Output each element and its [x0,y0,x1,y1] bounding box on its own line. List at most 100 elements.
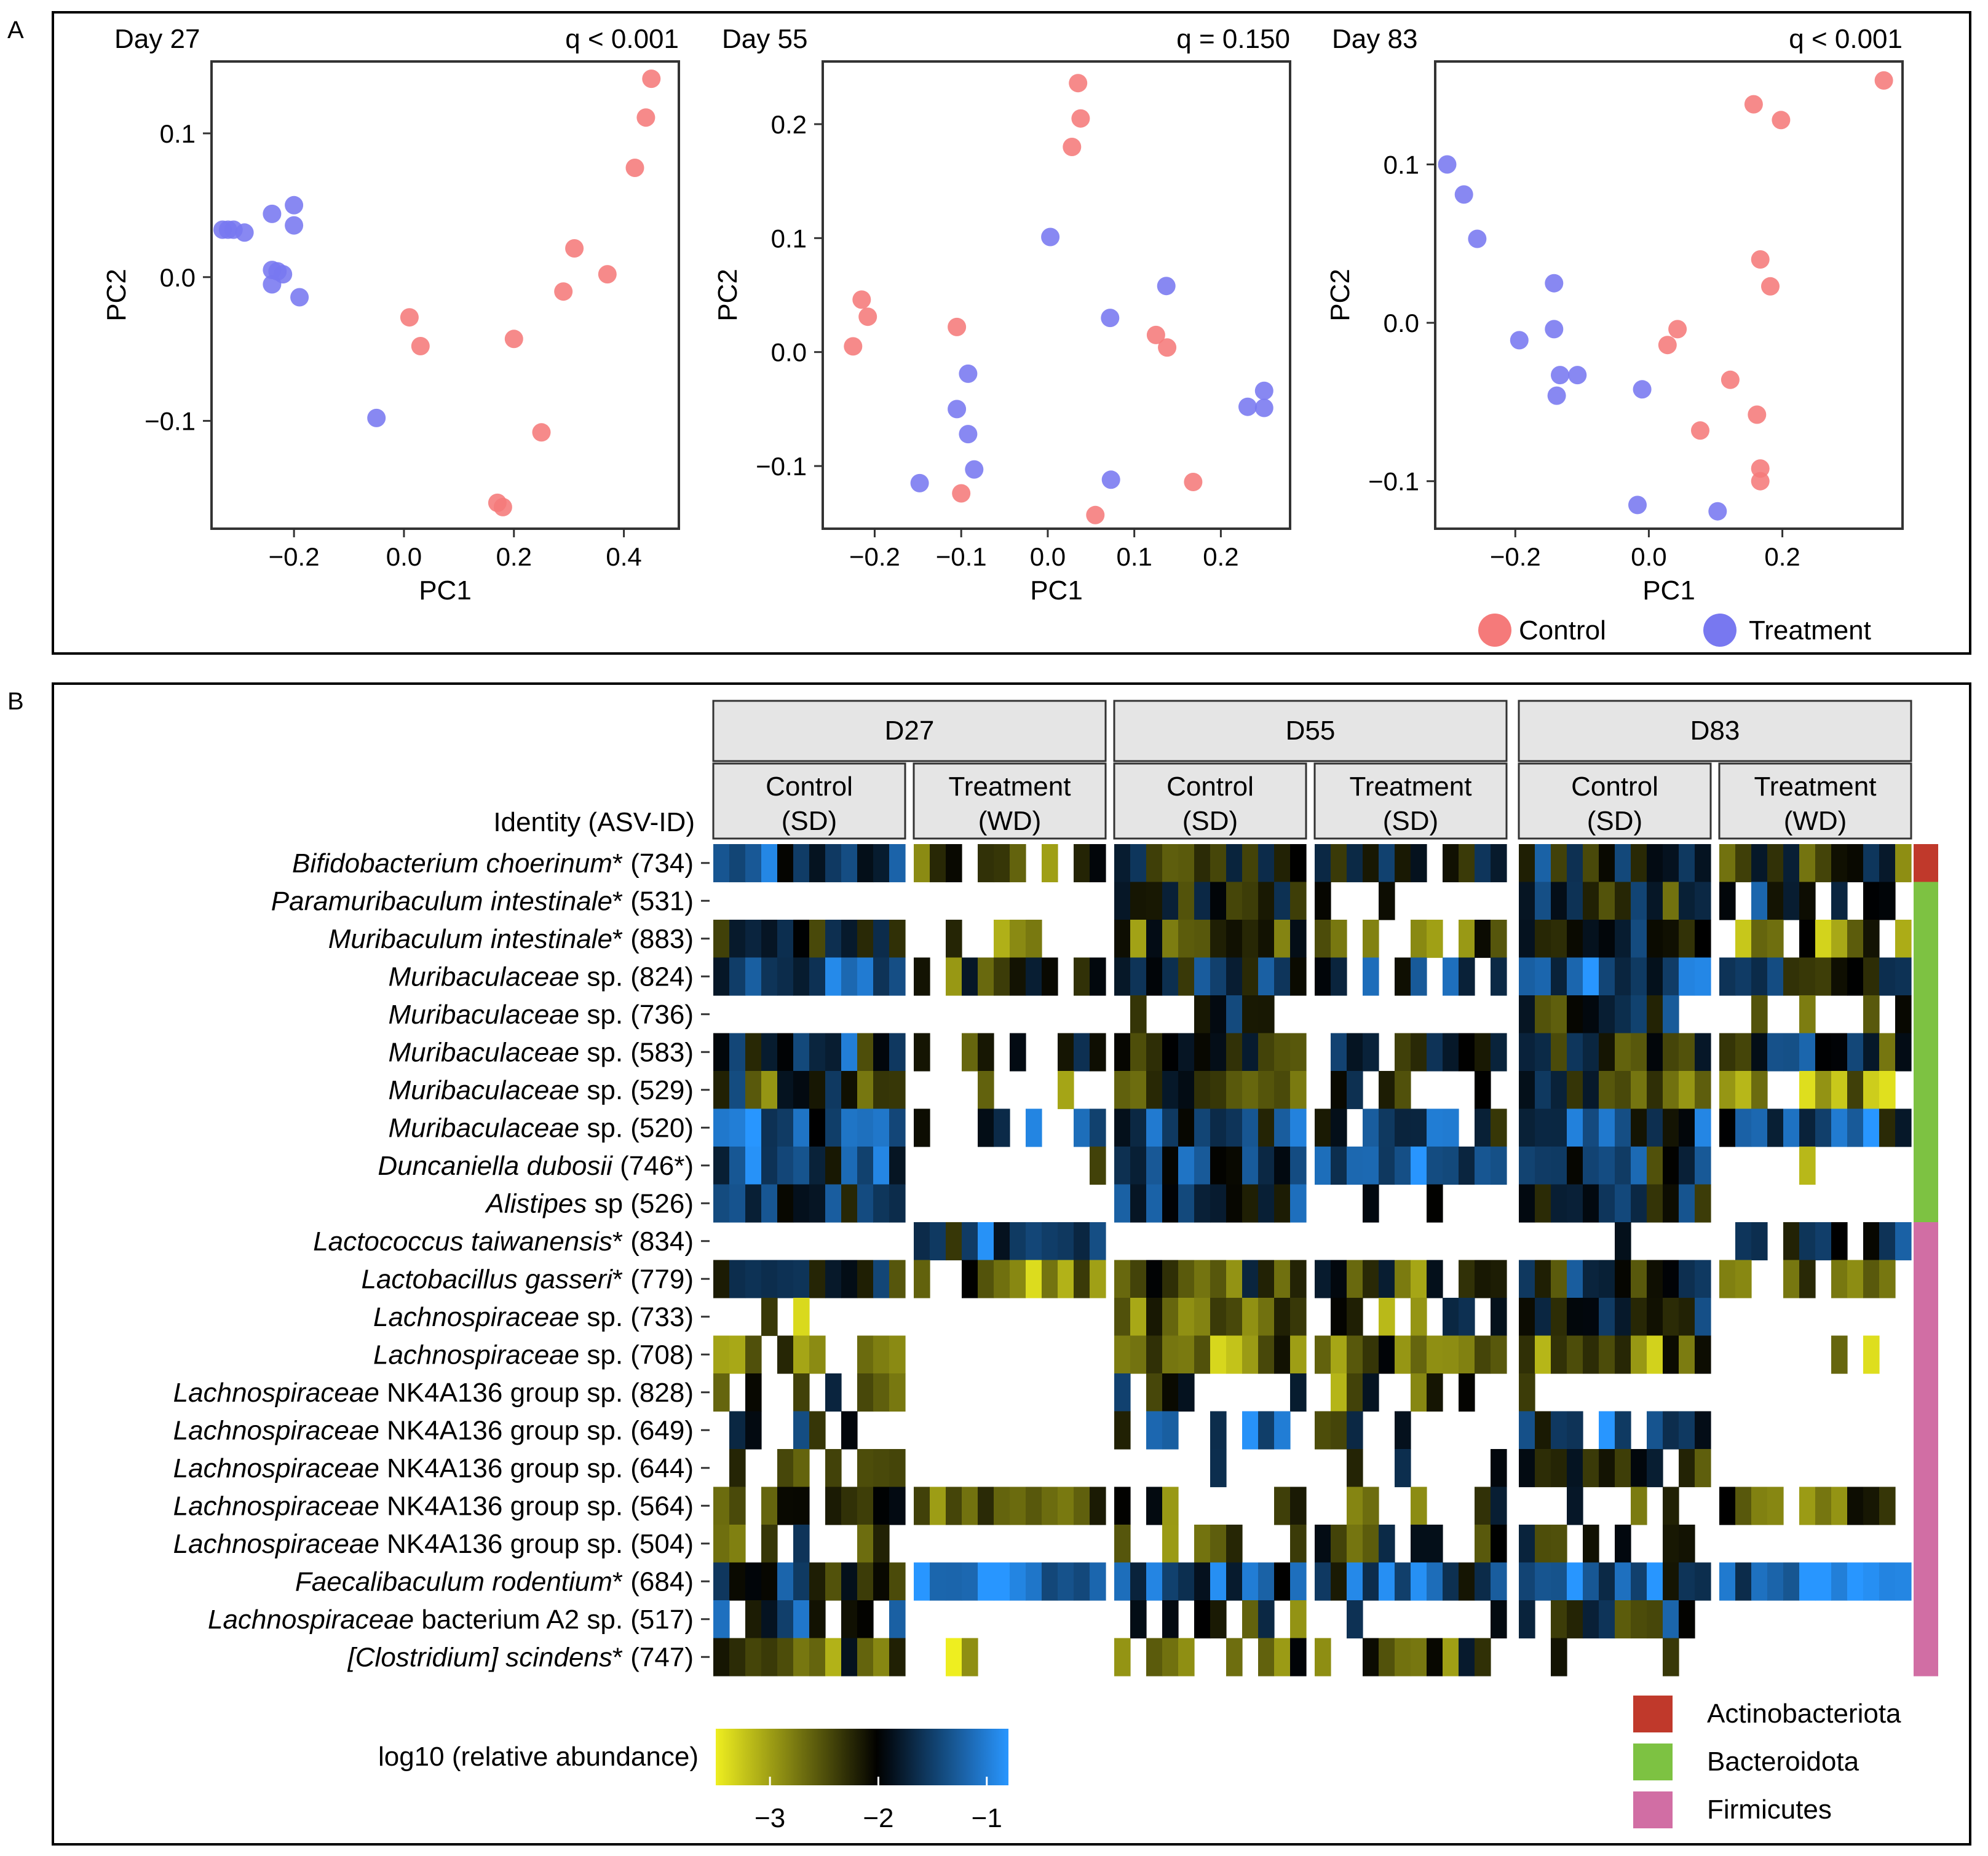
heatmap-cell [825,1033,842,1072]
heatmap-cell [1583,920,1599,958]
heatmap-cell [1226,1335,1243,1374]
point-control [1751,472,1770,491]
heatmap-cell [1162,1411,1179,1450]
heatmap-cell [713,1260,730,1298]
heatmap-cell [1847,957,1864,996]
point-control [1761,277,1780,296]
heatmap-cell [1162,1033,1179,1072]
phylum-bar-Bacteroidota [1914,1184,1938,1223]
heatmap-cell [1815,1033,1832,1072]
heatmap-cell [841,1108,858,1147]
heatmap-cell [761,1260,778,1298]
phylum-bar-Bacteroidota [1914,1147,1938,1185]
heatmap-cell [809,1260,826,1298]
phylum-legend-swatch [1633,1791,1673,1828]
heatmap-cell [1863,995,1880,1034]
heatmap-cell [1347,1525,1363,1563]
heatmap-cell [1210,1411,1227,1450]
colorbar-tick-label: −2 [863,1803,893,1833]
y-tick-label: 0.2 [771,110,807,139]
heatmap-cell [857,1525,874,1563]
heatmap-cell [1751,844,1768,883]
heatmap-cell [1026,920,1042,958]
heatmap-cell [1178,1033,1195,1072]
heatmap-cell [1475,1147,1491,1185]
heatmap-cell [1210,1071,1227,1110]
row-label: Lachnospiraceae NK4A136 group sp. (564) [173,1491,694,1521]
heatmap-cell [1258,844,1275,883]
heatmap-cell [1847,1260,1864,1298]
heatmap-cell [729,1260,746,1298]
heatmap-cell [745,844,762,883]
point-control [1668,320,1687,339]
point-treatment [1551,366,1569,385]
heatmap-cell [1663,882,1679,920]
heatmap-cell [713,1033,730,1072]
heatmap-cell [825,1108,842,1147]
heatmap-cell [1379,1071,1395,1110]
heatmap-cell [1783,1033,1800,1072]
heatmap-cell [1647,957,1663,996]
heatmap-cell [1074,1487,1090,1525]
heatmap-cell [1847,920,1864,958]
heatmap-cell [1331,1562,1347,1601]
heatmap-cell [1274,1033,1291,1072]
heatmap-cell [1274,1638,1291,1676]
heatmap-cell [962,1487,978,1525]
point-control [565,239,584,258]
heatmap-cell [1679,844,1695,883]
point-treatment [1254,381,1273,400]
y-axis-label: PC2 [1325,269,1355,322]
heatmap-cell [1210,957,1227,996]
heatmap-cell [809,1562,826,1601]
heatmap-cell [1831,1260,1848,1298]
heatmap-cell [1042,1487,1058,1525]
heatmap-cell [962,957,978,996]
heatmap-cell [889,1335,906,1374]
heatmap-cell [1491,1600,1507,1639]
heatmap-cell [914,1487,930,1525]
heatmap-cell [825,1147,842,1185]
heatmap-cell [761,844,778,883]
heatmap-cell [1491,1335,1507,1374]
heatmap-cell [1551,1525,1567,1563]
heatmap-cell [1058,1487,1074,1525]
point-control [1071,109,1090,128]
heatmap-cell [1567,1335,1583,1374]
heatmap-cell [793,1562,810,1601]
heatmap-cell [1331,1071,1347,1110]
heatmap-cell [857,1600,874,1639]
heatmap-cell [1863,1222,1880,1261]
heatmap-cell [1162,920,1179,958]
x-tick-label: −0.1 [936,542,987,571]
heatmap-cell [1767,1108,1784,1147]
heatmap-cell [1178,1562,1195,1601]
heatmap-cell [1583,957,1599,996]
heatmap-cell [1615,1033,1631,1072]
heatmap-cell [745,1033,762,1072]
heatmap-cell [1210,1335,1227,1374]
y-tick-label: −0.1 [1368,467,1419,496]
group-strip [1518,762,1712,840]
heatmap-cell [1363,1260,1379,1298]
heatmap-cell [809,957,826,996]
heatmap-cell [1347,1260,1363,1298]
point-control [852,290,871,309]
heatmap-cell [841,1260,858,1298]
heatmap-cell [1679,1184,1695,1223]
heatmap-cell [1290,1373,1307,1412]
point-treatment [1101,309,1120,328]
heatmap-cell [1583,1184,1599,1223]
panel-b-label: B [7,688,24,715]
heatmap-cell [1090,1108,1106,1147]
heatmap-cell [1767,882,1784,920]
heatmap-cell [1567,1033,1583,1072]
heatmap-cell [1114,1525,1131,1563]
heatmap-cell [793,1147,810,1185]
heatmap-cell [1783,882,1800,920]
heatmap-cell [1663,957,1679,996]
heatmap-cell [1130,957,1147,996]
heatmap-cell [1583,1298,1599,1337]
heatmap-cell [1847,1033,1864,1072]
heatmap-cell [761,1487,778,1525]
